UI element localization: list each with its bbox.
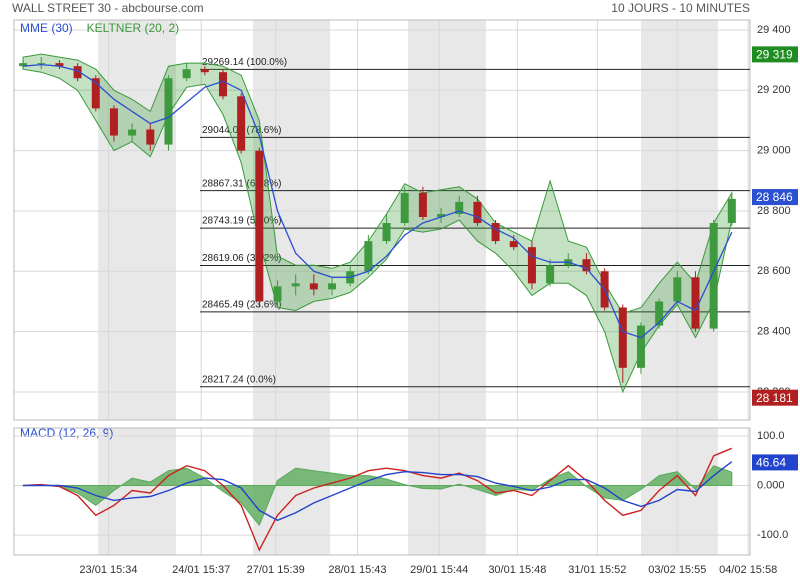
candle-body xyxy=(582,259,591,272)
y-tick-label: 0.000 xyxy=(757,479,785,491)
candle-body xyxy=(19,63,28,67)
plot-frame xyxy=(13,427,751,556)
x-tick-label: 03/02 15:55 xyxy=(648,564,706,576)
fib-level-label: 29269.14 (100.0%) xyxy=(202,57,287,68)
session-shade xyxy=(253,20,330,420)
fib-level-label: 28465.49 (23.6%) xyxy=(202,299,282,310)
price-marker xyxy=(752,389,798,406)
chart-title: WALL STREET 30 - abcbourse.com xyxy=(12,1,204,15)
candle-body xyxy=(673,277,682,302)
candle-body xyxy=(473,201,482,224)
candle-body xyxy=(636,325,645,368)
candle-body xyxy=(527,247,536,284)
candle-body xyxy=(146,129,155,145)
candle-body xyxy=(455,201,464,214)
candle-body xyxy=(437,213,446,217)
candle-body xyxy=(55,63,64,67)
x-tick-label: 23/01 15:34 xyxy=(79,564,137,576)
fib-level-label: 28867.31 (61.8%) xyxy=(202,178,282,189)
candle-body xyxy=(400,192,409,224)
y-tick-label: 29 400 xyxy=(757,24,791,36)
price-marker-label: 46.64 xyxy=(756,456,786,470)
x-tick-label: 29/01 15:44 xyxy=(410,564,468,576)
candle-body xyxy=(491,223,500,242)
price-marker xyxy=(752,46,798,63)
x-tick-label: 04/02 15:58 xyxy=(719,564,777,576)
candle-body xyxy=(237,96,246,151)
session-shade xyxy=(408,20,486,420)
fib-level-label: 28217.24 (0.0%) xyxy=(202,374,276,385)
y-tick-label: 28 600 xyxy=(757,265,791,277)
price-marker-label: 29 319 xyxy=(756,48,793,62)
macd-line xyxy=(23,447,733,552)
x-tick-label: 24/01 15:37 xyxy=(172,564,230,576)
session-shade xyxy=(408,428,486,555)
macd-histogram xyxy=(22,465,733,527)
candle-body xyxy=(73,66,82,79)
candle-body xyxy=(509,241,518,248)
macd-title: MACD (12, 26, 9) xyxy=(20,426,113,440)
candle-body xyxy=(418,192,427,217)
price-marker xyxy=(752,454,798,471)
price-marker-label: 28 181 xyxy=(756,391,793,405)
candle-body xyxy=(291,283,300,287)
x-tick-label: 27/01 15:39 xyxy=(247,564,305,576)
legend-entry: KELTNER (20, 2) xyxy=(87,21,179,35)
candle-body xyxy=(709,223,718,329)
candle-body xyxy=(218,72,227,97)
plot-frame xyxy=(13,19,751,421)
price-marker xyxy=(752,189,798,206)
x-tick-label: 28/01 15:43 xyxy=(328,564,386,576)
candle-body xyxy=(382,223,391,242)
session-shade xyxy=(641,428,718,555)
legend-entry: MME (30) xyxy=(20,21,73,35)
y-tick-label: 100.0 xyxy=(757,430,785,442)
y-tick-label: 29 200 xyxy=(757,84,791,96)
candle-body xyxy=(727,198,736,224)
candle-body xyxy=(109,108,118,136)
fib-level-label: 28619.06 (38.2%) xyxy=(202,253,282,264)
session-shade xyxy=(641,20,718,420)
candle-body xyxy=(309,283,318,290)
session-shades xyxy=(98,20,718,555)
candle-body xyxy=(273,286,282,302)
candle-body xyxy=(182,69,191,79)
x-tick-label: 31/01 15:52 xyxy=(568,564,626,576)
candle-body xyxy=(691,277,700,329)
y-tick-label: 28 800 xyxy=(757,205,791,217)
candle-body xyxy=(164,78,173,145)
candle-body xyxy=(200,69,209,73)
candle-body xyxy=(655,301,664,326)
y-tick-label: 29 000 xyxy=(757,145,791,157)
candle-body xyxy=(255,150,264,302)
chart-subtitle: 10 JOURS - 10 MINUTES xyxy=(611,1,750,15)
candle-body xyxy=(37,63,46,65)
price-marker-label: 28 846 xyxy=(756,190,793,204)
candle-body xyxy=(618,307,627,368)
fib-level-label: 28743.19 (50.0%) xyxy=(202,216,282,227)
candle-body xyxy=(328,283,337,290)
y-tick-label: -100.0 xyxy=(757,529,788,541)
candle-body xyxy=(546,265,555,284)
mme-line xyxy=(23,63,733,339)
y-tick-label: 28 400 xyxy=(757,326,791,338)
candle-body xyxy=(364,241,373,272)
candle-body xyxy=(128,129,137,136)
macd-line xyxy=(23,461,733,522)
candle-body xyxy=(91,78,100,109)
x-tick-label: 30/01 15:48 xyxy=(488,564,546,576)
